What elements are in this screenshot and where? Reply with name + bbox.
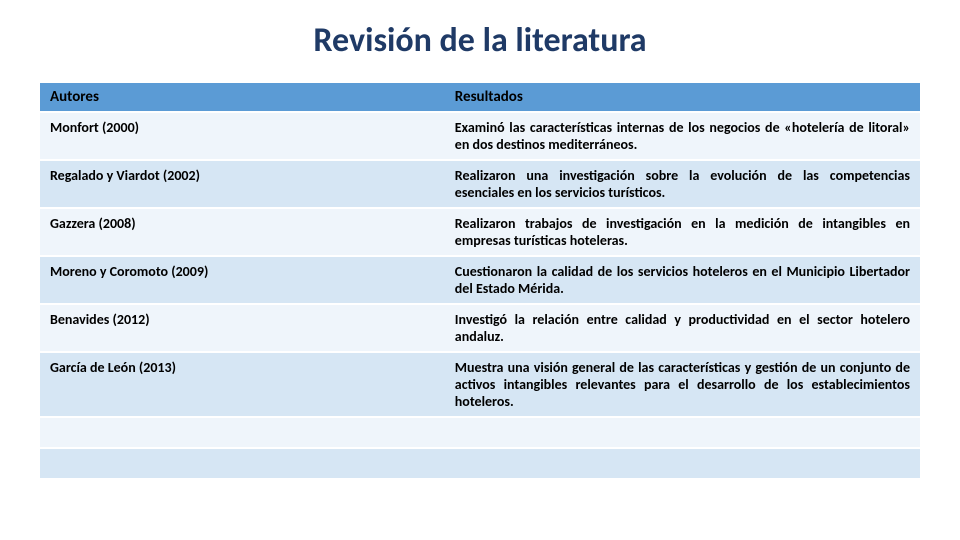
table-header-row: Autores Resultados	[40, 83, 920, 112]
cell-result: Muestra una visión general de las caract…	[445, 352, 920, 417]
table-row: Moreno y Coromoto (2009) Cuestionaron la…	[40, 256, 920, 304]
cell-result	[445, 448, 920, 479]
table-row: Gazzera (2008) Realizaron trabajos de in…	[40, 208, 920, 256]
page-title: Revisión de la literatura	[40, 20, 920, 61]
cell-result: Examinó las características internas de …	[445, 112, 920, 160]
col-header-resultados: Resultados	[445, 83, 920, 112]
table-row: Benavides (2012) Investigó la relación e…	[40, 304, 920, 352]
cell-author: García de León (2013)	[40, 352, 445, 417]
table-row: García de León (2013) Muestra una visión…	[40, 352, 920, 417]
cell-author: Gazzera (2008)	[40, 208, 445, 256]
table-row: Monfort (2000) Examinó las característic…	[40, 112, 920, 160]
col-header-autores: Autores	[40, 83, 445, 112]
cell-author	[40, 417, 445, 448]
cell-result: Realizaron trabajos de investigación en …	[445, 208, 920, 256]
cell-result	[445, 417, 920, 448]
slide: Revisión de la literatura Autores Result…	[0, 0, 960, 540]
table-row	[40, 448, 920, 479]
cell-author	[40, 448, 445, 479]
literature-table: Autores Resultados Monfort (2000) Examin…	[40, 83, 920, 480]
cell-result: Cuestionaron la calidad de los servicios…	[445, 256, 920, 304]
cell-result: Investigó la relación entre calidad y pr…	[445, 304, 920, 352]
cell-author: Monfort (2000)	[40, 112, 445, 160]
cell-result: Realizaron una investigación sobre la ev…	[445, 160, 920, 208]
table-row	[40, 417, 920, 448]
cell-author: Regalado y Viardot (2002)	[40, 160, 445, 208]
table-row: Regalado y Viardot (2002) Realizaron una…	[40, 160, 920, 208]
cell-author: Moreno y Coromoto (2009)	[40, 256, 445, 304]
cell-author: Benavides (2012)	[40, 304, 445, 352]
